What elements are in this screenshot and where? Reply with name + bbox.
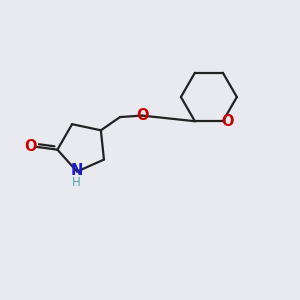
Text: O: O xyxy=(24,139,36,154)
Text: O: O xyxy=(221,114,233,129)
Text: O: O xyxy=(137,108,149,123)
Text: H: H xyxy=(72,176,81,189)
Text: N: N xyxy=(71,163,83,178)
